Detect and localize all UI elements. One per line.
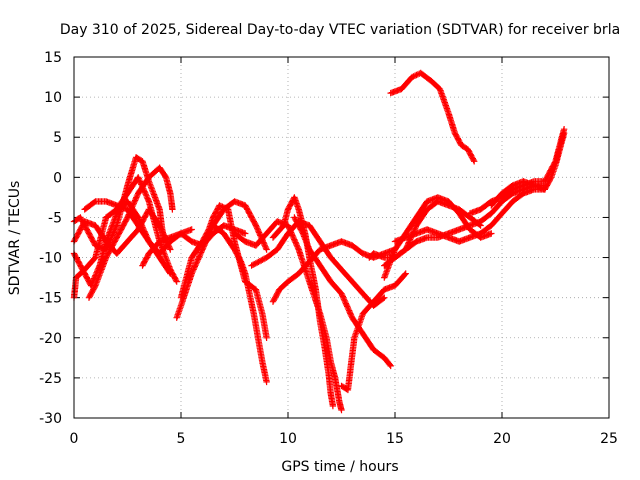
series-track-15 bbox=[291, 214, 394, 370]
data-marker bbox=[391, 186, 548, 245]
y-tick-label: -10 bbox=[39, 251, 62, 267]
axis-ticks bbox=[73, 56, 610, 419]
x-tick-labels: 0 5 10 15 20 25 bbox=[70, 431, 618, 447]
data-marker bbox=[173, 198, 270, 321]
y-tick-label: -25 bbox=[39, 371, 62, 387]
y-tick-label: -20 bbox=[39, 331, 62, 347]
x-tick-label: 10 bbox=[279, 431, 297, 447]
y-tick-label: 15 bbox=[44, 50, 62, 66]
y-tick-label: 5 bbox=[53, 130, 62, 146]
y-tick-label: 0 bbox=[53, 170, 62, 186]
data-marker bbox=[209, 222, 270, 386]
y-axis-label: SDTVAR / TECUs bbox=[7, 181, 23, 296]
x-tick-label: 5 bbox=[177, 431, 186, 447]
series-track-20 bbox=[391, 186, 548, 245]
x-tick-label: 0 bbox=[70, 431, 79, 447]
series-track-10 bbox=[209, 222, 270, 386]
series-track-19 bbox=[381, 182, 548, 269]
data-marker bbox=[269, 194, 337, 410]
chart-title: Day 310 of 2025, Sidereal Day-to-day VTE… bbox=[60, 22, 620, 38]
y-tick-label: 10 bbox=[44, 90, 62, 106]
data-points bbox=[70, 69, 568, 414]
data-marker bbox=[488, 130, 568, 209]
data-marker bbox=[291, 214, 394, 370]
data-marker bbox=[381, 182, 548, 269]
y-tick-label: -30 bbox=[39, 411, 62, 427]
y-tick-label: -5 bbox=[48, 210, 62, 226]
data-marker bbox=[387, 69, 478, 165]
series-track-22 bbox=[488, 130, 568, 209]
x-tick-label: 15 bbox=[386, 431, 404, 447]
plot-frame bbox=[73, 56, 610, 419]
x-tick-label: 20 bbox=[493, 431, 511, 447]
x-tick-label: 25 bbox=[600, 431, 618, 447]
series-track-16 bbox=[338, 270, 409, 394]
series-track-8 bbox=[173, 198, 270, 321]
data-marker bbox=[85, 164, 176, 301]
data-marker bbox=[338, 270, 409, 394]
series-track-13 bbox=[269, 194, 337, 410]
y-tick-label: -15 bbox=[39, 291, 62, 307]
x-axis-label: GPS time / hours bbox=[281, 459, 398, 475]
series-track-5 bbox=[85, 164, 176, 301]
series-track-23 bbox=[387, 69, 478, 165]
grid-lines bbox=[74, 57, 609, 418]
y-tick-labels: -30 -25 -20 -15 -10 -5 0 5 10 15 bbox=[39, 50, 62, 427]
